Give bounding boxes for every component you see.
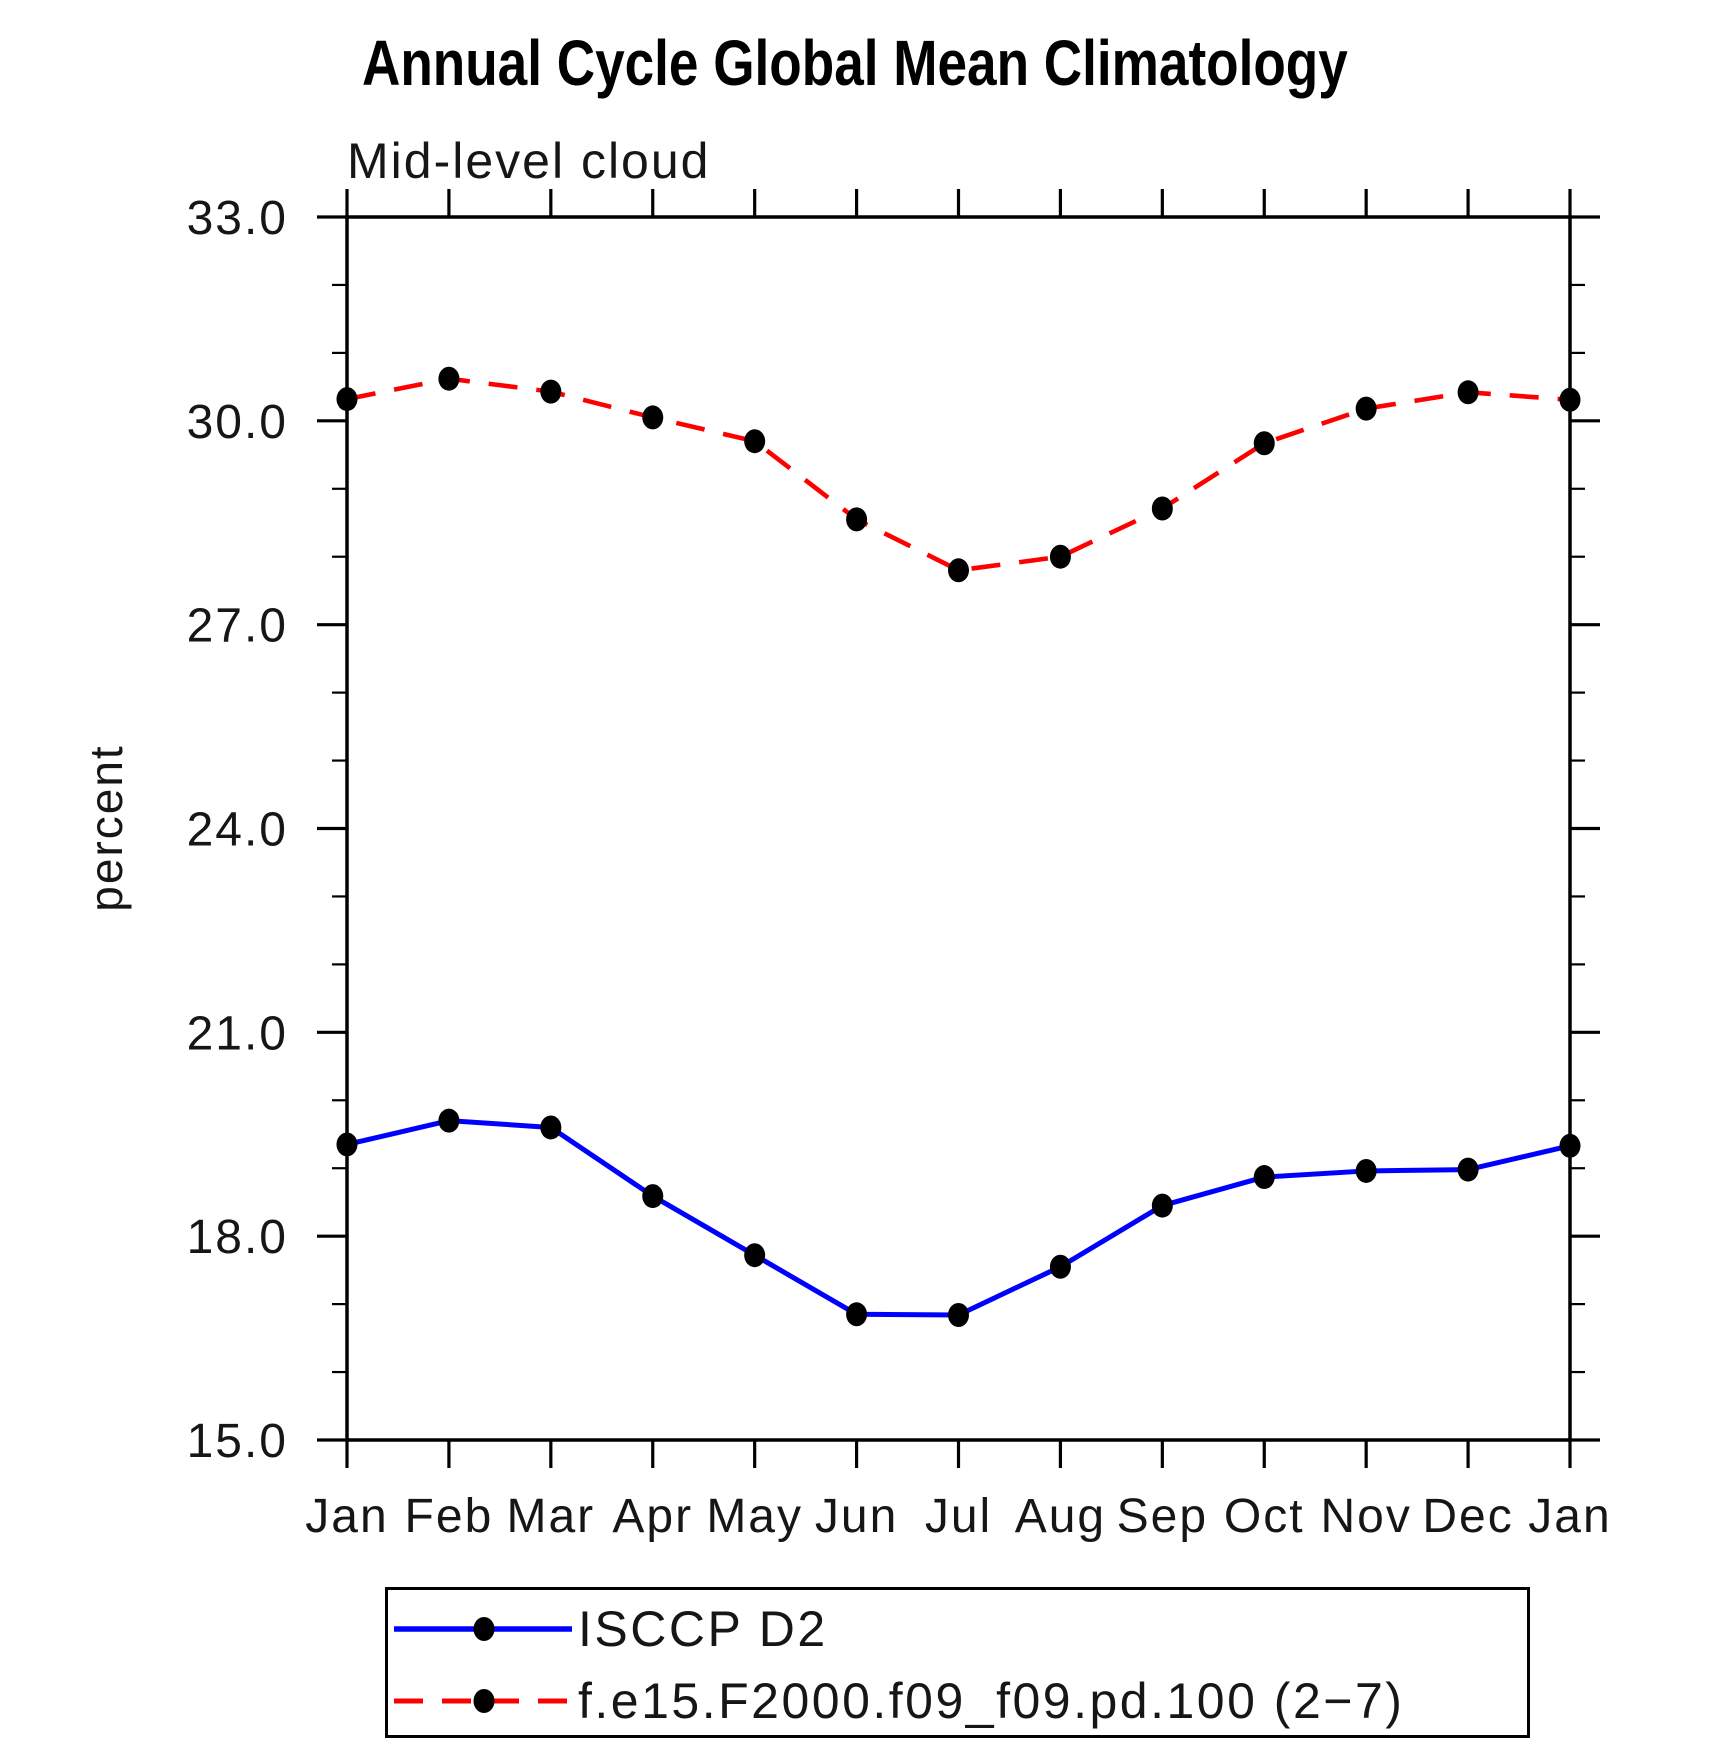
data-point-marker-0 xyxy=(948,1302,969,1327)
x-axis-month-label: Apr xyxy=(612,1490,693,1543)
x-axis-month-label: Mar xyxy=(506,1490,595,1543)
chart-subtitle: Mid-level cloud xyxy=(347,133,710,189)
data-point-marker-0 xyxy=(846,1302,868,1327)
legend-marker-dot xyxy=(473,1617,495,1641)
data-point-marker-1 xyxy=(1049,544,1071,569)
legend-box: ISCCP D2 f.e15.F2000.f09_f09.pd.100 (2−7… xyxy=(385,1587,1530,1738)
x-axis-month-label: Jan xyxy=(1528,1490,1611,1543)
data-point-marker-0 xyxy=(1151,1193,1173,1218)
chart-title-text: Annual Cycle Global Mean Climatology xyxy=(362,27,1348,99)
x-axis-month-label: Nov xyxy=(1320,1490,1411,1543)
data-point-marker-0 xyxy=(1457,1157,1479,1182)
data-point-marker-1 xyxy=(540,379,562,404)
data-point-marker-0 xyxy=(540,1115,562,1140)
data-point-marker-0 xyxy=(744,1243,766,1268)
x-axis-month-label: Dec xyxy=(1422,1490,1513,1543)
x-axis-month-label: Jun xyxy=(815,1490,898,1543)
x-axis-month-label: Oct xyxy=(1224,1490,1305,1543)
y-axis-tick-label: 30.0 xyxy=(187,396,288,449)
data-point-marker-1 xyxy=(1151,496,1173,521)
y-axis-tick-label: 24.0 xyxy=(187,804,288,857)
data-point-marker-1 xyxy=(438,366,460,391)
legend-item-model-run: f.e15.F2000.f09_f09.pd.100 (2−7) xyxy=(392,1673,1404,1729)
data-point-marker-1 xyxy=(336,387,358,412)
legend-label-isccp-d2: ISCCP D2 xyxy=(578,1601,828,1657)
data-point-marker-1 xyxy=(948,558,969,583)
data-point-marker-0 xyxy=(642,1184,664,1209)
data-point-marker-1 xyxy=(1559,387,1581,412)
legend-sample-solid-line xyxy=(394,1617,572,1641)
legend-label-model-run: f.e15.F2000.f09_f09.pd.100 (2−7) xyxy=(578,1673,1405,1729)
data-point-marker-0 xyxy=(1355,1158,1377,1183)
x-axis-month-label: Feb xyxy=(405,1490,494,1543)
data-point-marker-0 xyxy=(1253,1165,1275,1190)
data-point-marker-1 xyxy=(1355,396,1377,421)
y-axis-tick-label: 21.0 xyxy=(187,1007,288,1060)
chart-title: Annual Cycle Global Mean Climatology xyxy=(0,26,1710,100)
legend-sample-dashed-line xyxy=(394,1689,572,1713)
y-axis-tick-label: 27.0 xyxy=(187,600,288,653)
data-point-marker-0 xyxy=(1559,1133,1581,1158)
x-axis-month-label: Jan xyxy=(305,1490,388,1543)
y-axis-tick-label: 18.0 xyxy=(187,1211,288,1264)
data-point-marker-1 xyxy=(846,507,868,532)
series-line-1 xyxy=(346,376,1571,573)
y-axis-tick-label: 33.0 xyxy=(187,192,288,245)
data-point-marker-1 xyxy=(1457,380,1479,405)
x-axis-month-label: Sep xyxy=(1117,1490,1208,1543)
x-axis-month-label: Jul xyxy=(925,1490,992,1543)
data-point-marker-0 xyxy=(438,1108,460,1133)
x-axis-month-label: Aug xyxy=(1015,1490,1106,1543)
y-axis-tick-label: 15.0 xyxy=(187,1415,288,1468)
plot-frame xyxy=(345,215,1572,1442)
series-line-0 xyxy=(346,1118,1571,1318)
data-point-marker-1 xyxy=(744,429,766,454)
data-point-marker-1 xyxy=(1253,431,1275,456)
legend-marker-dot xyxy=(473,1689,495,1713)
y-axis-title: percent xyxy=(80,744,132,911)
data-point-marker-0 xyxy=(336,1132,358,1157)
data-point-marker-0 xyxy=(1049,1254,1071,1279)
x-axis-month-label: May xyxy=(706,1490,803,1543)
data-point-marker-1 xyxy=(642,405,664,430)
legend-item-isccp-d2: ISCCP D2 xyxy=(392,1601,828,1657)
